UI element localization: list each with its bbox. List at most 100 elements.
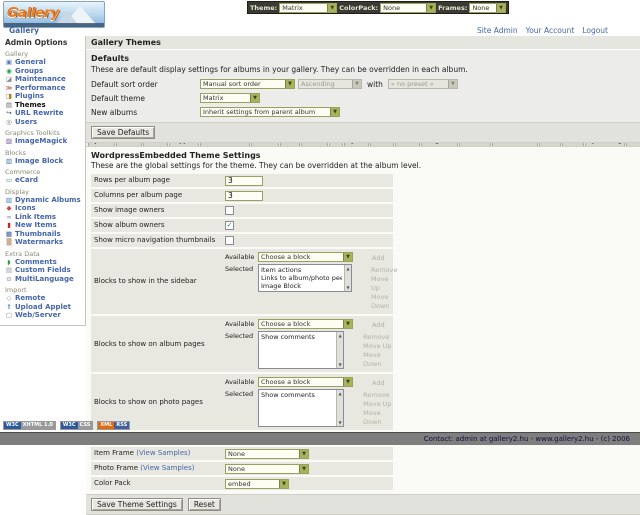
default-theme-select[interactable]: Matrix ▼ <box>200 93 260 103</box>
theme-tab[interactable]: Ajaxian <box>88 143 115 146</box>
add-block-link[interactable]: Add <box>372 321 385 329</box>
rows-per-page-input[interactable] <box>225 175 263 186</box>
listbox-scrollbar[interactable]: ▲ ▼ <box>336 390 344 426</box>
theme-tab[interactable]: Slider <box>562 143 585 146</box>
theme-tab[interactable]: Sun <box>625 143 640 146</box>
move-up-link[interactable]: Move Up <box>363 400 392 408</box>
selected-blocks-listbox[interactable]: ▲ ▼ Item actions Links to album/photo pee… <box>258 264 352 292</box>
theme-tab[interactable]: Hybrid <box>343 143 369 146</box>
gallery-logo[interactable]: Gallery <box>3 1 105 28</box>
nav-link[interactable]: Logout <box>582 26 608 35</box>
theme-tab[interactable]: Carbon <box>115 143 142 146</box>
sidebar-item-label[interactable]: Plugins <box>15 92 45 101</box>
scroll-up-icon[interactable]: ▲ <box>338 333 342 338</box>
add-block-link[interactable]: Add <box>372 379 385 387</box>
frames-select[interactable]: None ▼ <box>469 2 506 13</box>
sidebar-item-label[interactable]: Groups <box>15 66 44 75</box>
sidebar-item-label[interactable]: Icons <box>15 204 36 213</box>
sidebar-item-label[interactable]: Link Items <box>15 212 57 221</box>
reset-button[interactable]: Reset <box>187 498 221 511</box>
theme-tab[interactable]: PGlightbox <box>421 143 459 146</box>
add-block-link[interactable]: Add <box>372 254 385 262</box>
scroll-down-icon[interactable]: ▼ <box>338 362 342 367</box>
columns-per-page-input[interactable] <box>225 190 263 201</box>
choose-block-select[interactable]: Choose a block ▼ <box>258 319 353 329</box>
sidebar-item-label[interactable]: Remote <box>15 294 46 303</box>
move-up-link[interactable]: Move Up <box>363 342 392 350</box>
sidebar-item-label[interactable]: Gallery <box>5 50 29 58</box>
sidebar-item-label[interactable]: Thumbnails <box>15 229 61 238</box>
checkbox[interactable]: ✓ <box>225 221 234 230</box>
move-up-link[interactable]: Move Up <box>371 275 389 292</box>
scroll-down-icon[interactable]: ▼ <box>346 285 350 290</box>
sidebar-item-label[interactable]: Image Block <box>15 156 64 165</box>
choose-block-select[interactable]: Choose a block ▼ <box>258 252 353 262</box>
sidebar-item-label[interactable]: Maintenance <box>15 75 66 84</box>
sidebar-item-label[interactable]: Themes <box>15 100 46 109</box>
listbox-item[interactable]: Show comments <box>261 391 315 399</box>
sidebar-item-label[interactable]: New Items <box>15 221 57 230</box>
theme-tab[interactable]: Floatrix <box>251 143 279 146</box>
theme-tab[interactable]: PGtheme <box>459 143 491 146</box>
footer-badge[interactable]: XML RSS <box>97 421 131 430</box>
theme-tab[interactable]: Fluid <box>279 143 300 146</box>
theme-select[interactable]: Matrix ▼ <box>279 2 338 13</box>
view-samples-link[interactable]: View Samples <box>140 464 194 472</box>
new-albums-select[interactable]: Inherit settings from parent album ▼ <box>200 107 340 117</box>
move-down-link[interactable]: Move Down <box>363 351 382 368</box>
theme-tab[interactable]: Classic <box>142 143 169 146</box>
scroll-up-icon[interactable]: ▲ <box>346 266 350 271</box>
theme-tab[interactable]: Copyleft <box>169 143 199 146</box>
remove-block-link[interactable]: Remove <box>363 391 390 399</box>
sidebar-item-label[interactable]: MultiLanguage <box>15 274 74 283</box>
selected-blocks-listbox[interactable]: ▲ ▼ Show comments <box>258 389 345 427</box>
listbox-scrollbar[interactable]: ▲ ▼ <box>344 265 351 291</box>
theme-tab[interactable]: RoundCorners <box>491 143 538 146</box>
sidebar-item-label[interactable]: Users <box>15 117 38 126</box>
sort-direction-select[interactable]: Ascending ▼ <box>298 79 362 89</box>
theme-tab[interactable]: Siriux <box>538 143 561 146</box>
sidebar-item-label[interactable]: Watermarks <box>15 238 64 247</box>
view-samples-link[interactable]: View Samples <box>136 449 190 457</box>
sidebar-item-label[interactable]: URL Rewrite <box>15 109 64 118</box>
save-defaults-button[interactable]: Save Defaults <box>91 126 156 139</box>
nav-link[interactable]: Site Admin <box>476 26 518 35</box>
sidebar-item-label[interactable]: Upload Applet <box>15 302 72 311</box>
sidebar-item-label[interactable]: Blocks <box>5 148 26 157</box>
sidebar-item-label[interactable]: eCard <box>15 176 39 185</box>
sidebar-item-label[interactable]: General <box>15 58 46 67</box>
frame-select[interactable]: None ▼ <box>225 463 309 474</box>
checkbox[interactable]: ✓ <box>225 206 234 215</box>
theme-tab[interactable]: ForSale <box>300 143 329 146</box>
theme-tab[interactable]: Matrix <box>369 143 394 146</box>
listbox-item[interactable]: Image Block <box>261 282 302 290</box>
sidebar-item-label[interactable]: Web/Server <box>15 311 61 320</box>
move-down-link[interactable]: Move Down <box>371 293 390 310</box>
sort-order-select[interactable]: Manual sort order ▼ <box>200 79 295 89</box>
sidebar-item-label[interactable]: Performance <box>15 83 66 92</box>
colorpack-select[interactable]: embed ▼ <box>225 478 289 489</box>
listbox-item[interactable]: Item actions <box>261 266 302 274</box>
footer-badge[interactable]: W3C CSS <box>59 421 94 430</box>
theme-tab[interactable]: EclecticThreads <box>199 143 251 146</box>
sidebar-item-label[interactable]: Display <box>5 187 29 196</box>
listbox-item[interactable]: Links to album/photo peers <box>261 274 342 282</box>
sidebar-item-label[interactable]: Custom Fields <box>15 266 71 275</box>
nav-link[interactable]: Your Account <box>525 26 575 35</box>
breadcrumb[interactable]: Gallery <box>9 26 40 35</box>
listbox-item[interactable]: Show comments <box>261 333 315 341</box>
theme-tab[interactable]: G1 <box>329 143 343 146</box>
theme-tab[interactable]: SplashBang <box>585 143 625 146</box>
sidebar-item-label[interactable]: Import <box>5 286 27 294</box>
sidebar-item-label[interactable]: Dynamic Albums <box>15 195 81 204</box>
sidebar-item-label[interactable]: Graphics Toolkits <box>5 129 60 137</box>
remove-block-link[interactable]: Remove <box>363 333 390 341</box>
save-theme-settings-button[interactable]: Save Theme Settings <box>91 498 183 511</box>
footer-badge[interactable]: W3C XHTML 1.0 <box>3 421 56 430</box>
move-down-link[interactable]: Move Down <box>363 409 382 426</box>
sidebar-item-label[interactable]: Comments <box>15 257 57 266</box>
choose-block-select[interactable]: Choose a block ▼ <box>258 377 353 387</box>
preset-select[interactable]: « no preset » ▼ <box>387 79 458 89</box>
remove-block-link[interactable]: Remove <box>371 266 398 274</box>
listbox-scrollbar[interactable]: ▲ ▼ <box>336 332 344 368</box>
